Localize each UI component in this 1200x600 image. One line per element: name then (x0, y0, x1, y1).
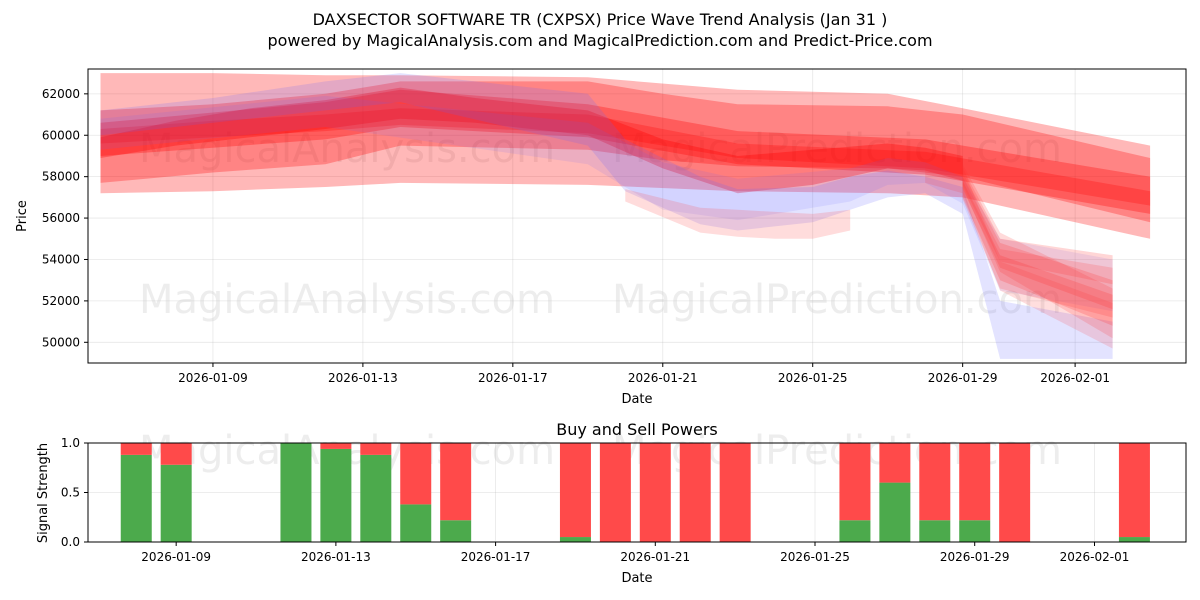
sell-bar (599, 443, 631, 542)
sell-bar (559, 443, 591, 538)
sell-bar (639, 443, 671, 542)
buy-bar (360, 454, 392, 542)
signal-x-tick-label: 2026-01-13 (301, 550, 371, 564)
watermark-analysis-2: MagicalAnalysis.com (139, 277, 555, 323)
price-x-tick-label: 2026-01-17 (478, 371, 548, 385)
sell-bar (679, 443, 711, 542)
buy-bar (280, 443, 312, 542)
title-line-1: DAXSECTOR SOFTWARE TR (CXPSX) Price Wave… (312, 10, 888, 29)
buy-bar (440, 520, 472, 542)
sell-bar (160, 443, 192, 465)
signal-y-tick-label: 1.0 (61, 436, 80, 450)
price-wave-band (100, 95, 1113, 312)
price-wave-band (962, 172, 1113, 310)
buy-bar (120, 454, 152, 542)
price-grid (88, 69, 1186, 363)
signal-y-label: Signal Strength (36, 443, 51, 543)
price-wave-band (100, 73, 1151, 239)
buy-bar (839, 520, 871, 542)
price-y-tick-label: 50000 (42, 335, 80, 349)
price-y-tick-label: 58000 (42, 170, 80, 184)
price-wave-band (100, 87, 963, 194)
price-wave-band (962, 168, 1113, 285)
title-line-2: powered by MagicalAnalysis.com and Magic… (267, 31, 933, 50)
price-watermarks: MagicalAnalysis.com MagicalPrediction.co… (139, 126, 1062, 323)
watermark-analysis: MagicalAnalysis.com (139, 126, 555, 172)
price-y-tick-label: 56000 (42, 211, 80, 225)
signal-x-tick-label: 2026-01-29 (940, 550, 1010, 564)
price-wave-band (625, 189, 851, 239)
price-wave-band (962, 176, 1113, 318)
buy-bar (1118, 537, 1150, 542)
watermark-prediction: MagicalPrediction.com (612, 126, 1062, 172)
price-wave-band (925, 164, 1113, 349)
sell-bar (360, 443, 392, 455)
sell-bar (320, 443, 352, 449)
sell-bar (839, 443, 871, 521)
signal-x-tick-label: 2026-01-09 (141, 550, 211, 564)
price-x-tick-label: 2026-01-13 (328, 371, 398, 385)
price-x-label: Date (621, 392, 652, 407)
buy-bar (400, 504, 432, 542)
signal-title: Buy and Sell Powers (556, 420, 718, 439)
price-y-label: Price (15, 200, 30, 232)
sell-bar (919, 443, 951, 521)
sell-bar (440, 443, 472, 521)
buy-bar (320, 448, 352, 542)
signal-x-tick-label: 2026-01-25 (780, 550, 850, 564)
sell-bar (959, 443, 991, 521)
sell-bar (400, 443, 432, 505)
signal-x-ticks: 2026-01-09 2026-01-13 2026-01-17 2026-01-21… (141, 542, 1129, 564)
price-y-tick-label: 62000 (42, 87, 80, 101)
sell-bar (120, 443, 152, 455)
price-wave-band (100, 89, 1151, 214)
price-plot-frame (87, 68, 1187, 364)
signal-y-tick-label: 0.5 (61, 486, 80, 500)
price-x-tick-label: 2026-02-01 (1040, 371, 1110, 385)
sell-bar (999, 443, 1031, 542)
price-x-tick-label: 2026-01-21 (628, 371, 698, 385)
buy-bar (919, 520, 951, 542)
signal-y-ticks: 0.0 0.5 1.0 (61, 436, 88, 549)
price-bands (100, 73, 1151, 359)
signal-x-tick-label: 2026-02-01 (1060, 550, 1130, 564)
price-x-ticks: 2026-01-09 2026-01-13 2026-01-17 2026-01-21… (178, 363, 1110, 385)
buy-bar (160, 464, 192, 542)
signal-x-label: Date (621, 571, 652, 586)
sell-bar (1118, 443, 1150, 538)
price-x-tick-label: 2026-01-25 (778, 371, 848, 385)
price-plot-background (88, 69, 1186, 363)
sell-bar (719, 443, 751, 542)
price-y-tick-label: 54000 (42, 252, 80, 266)
price-x-tick-label: 2026-01-09 (178, 371, 248, 385)
sell-bar (879, 443, 911, 483)
buy-bar (559, 537, 591, 542)
signal-plot: Buy and Sell Powers MagicalAnalysis.com … (36, 420, 1187, 586)
price-x-tick-label: 2026-01-29 (928, 371, 998, 385)
price-y-tick-label: 52000 (42, 294, 80, 308)
price-wave-band (100, 108, 1151, 206)
watermark-prediction-2: MagicalPrediction.com (612, 277, 1062, 323)
buy-bar (879, 482, 911, 542)
price-wave-band (100, 73, 1113, 359)
watermark-prediction-3: MagicalPrediction.com (612, 428, 1062, 474)
signal-bars (120, 443, 1150, 542)
price-wave-band (962, 164, 1113, 339)
price-plot: MagicalAnalysis.com MagicalPrediction.co… (15, 68, 1187, 407)
buy-bar (959, 520, 991, 542)
signal-x-tick-label: 2026-01-17 (461, 550, 531, 564)
chart-title: DAXSECTOR SOFTWARE TR (CXPSX) Price Wave… (0, 9, 1200, 51)
price-wave-band (962, 180, 1113, 326)
signal-x-tick-label: 2026-01-21 (620, 550, 690, 564)
price-wave-band (100, 81, 1151, 223)
signal-y-tick-label: 0.0 (61, 535, 80, 549)
price-y-ticks: 50000 52000 54000 56000 58000 60000 62000 (42, 87, 88, 349)
price-y-tick-label: 60000 (42, 128, 80, 142)
